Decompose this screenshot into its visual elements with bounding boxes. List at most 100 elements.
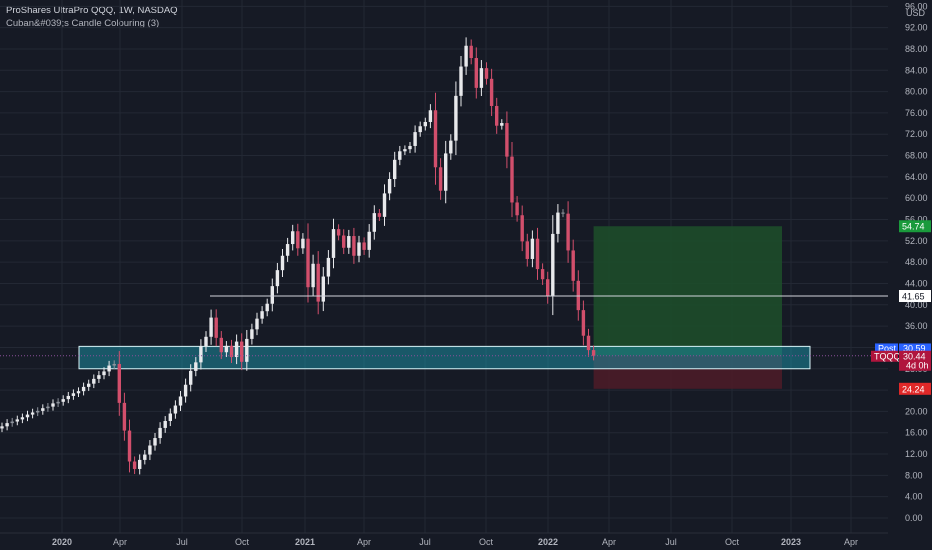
stop-price-label: 24.24: [902, 384, 925, 394]
candle-body: [143, 454, 147, 460]
candle-body: [530, 238, 535, 259]
candle-body: [535, 238, 540, 270]
candle-body: [10, 421, 14, 424]
x-tick-label: Apr: [113, 537, 127, 547]
candle-body: [484, 68, 489, 79]
candle-body: [367, 231, 371, 250]
candle-body: [357, 242, 361, 256]
candle-body: [321, 276, 325, 302]
support-zone: [78, 345, 811, 370]
candle-body: [214, 317, 218, 338]
level-lines: [0, 295, 888, 357]
candle-body: [112, 363, 116, 366]
candle-body: [500, 123, 504, 126]
candle-body: [581, 310, 586, 336]
candle-body: [61, 399, 65, 402]
y-tick-label: 76.00: [905, 108, 928, 118]
candle-body: [107, 365, 111, 372]
symbol-tag: TQQQ: [874, 351, 901, 361]
y-tick-label: 40.00: [905, 300, 928, 310]
y-tick-label: 96.00: [905, 1, 928, 11]
candle-body: [306, 238, 310, 288]
x-tick-label: 2021: [295, 537, 315, 547]
candle-body: [444, 153, 448, 191]
candle-body: [474, 58, 478, 88]
candle-body: [81, 386, 86, 392]
candle-body: [285, 244, 290, 256]
y-tick-label: 4.00: [905, 492, 923, 502]
candle-body: [178, 396, 183, 406]
y-tick-label: 64.00: [905, 172, 928, 182]
y-tick-label: 44.00: [905, 278, 928, 288]
candle-body: [51, 403, 55, 407]
candle-body: [71, 393, 76, 396]
candle-body: [132, 461, 137, 469]
y-tick-label: 92.00: [905, 23, 928, 33]
candle-body: [438, 167, 443, 191]
candle-body: [41, 408, 45, 411]
candle-body: [331, 229, 336, 258]
candle-body: [551, 233, 555, 297]
candle-body: [382, 193, 387, 217]
candle-body: [260, 311, 264, 319]
currency-label: USD: [906, 8, 926, 18]
candle-body: [347, 236, 351, 248]
last-price-label: 30.44: [903, 351, 926, 361]
candle-body: [20, 417, 25, 420]
candle-body: [168, 413, 172, 421]
candle-body: [275, 270, 280, 287]
candle-body: [591, 350, 596, 356]
price-axis[interactable]: 0.004.008.0012.0016.0020.0024.0028.0032.…: [888, 0, 932, 550]
candle-body: [0, 426, 4, 429]
y-tick-label: 80.00: [905, 87, 928, 97]
indicator-title[interactable]: Cuban&#039;s Candle Colouring (3): [6, 18, 160, 29]
candle-body: [102, 371, 106, 376]
time-axis[interactable]: 2020 Apr Jul Oct 2021 Apr Jul Oct 2022 Apr Jul Oct 2…: [0, 532, 888, 547]
candle-body: [342, 235, 346, 248]
candle-body: [525, 241, 529, 259]
candle-body: [224, 345, 229, 353]
candle-body: [245, 338, 249, 362]
candle-body: [556, 212, 560, 234]
candle-body: [163, 420, 167, 428]
candle-body: [66, 395, 70, 400]
candle-body: [352, 236, 356, 256]
countdown-label: 4d 0h: [906, 360, 929, 370]
candle-body: [270, 286, 274, 304]
y-tick-label: 36.00: [905, 321, 928, 331]
candle-body: [418, 126, 422, 133]
candle-body: [250, 329, 254, 339]
x-tick-label: 2020: [52, 537, 72, 547]
candle-body: [158, 427, 162, 439]
candle-body: [56, 401, 60, 404]
y-tick-label: 68.00: [905, 151, 928, 161]
target-price-label: 54.74: [902, 222, 925, 232]
candle-body: [122, 402, 127, 431]
symbol-title[interactable]: ProShares UltraPro QQQ, 1W, NASDAQ: [6, 5, 178, 16]
y-tick-label: 84.00: [905, 65, 928, 75]
x-tick-label: 2022: [538, 537, 558, 547]
candle-body: [209, 317, 213, 337]
candle-body: [127, 430, 132, 462]
candle-body: [387, 179, 392, 194]
target-price-label-bg: [899, 220, 931, 233]
candle-body: [428, 110, 433, 122]
candle-body: [87, 383, 91, 387]
candle-body: [362, 242, 366, 250]
candle-body: [148, 445, 152, 455]
y-tick-label: 20.00: [905, 406, 928, 416]
candle-body: [393, 159, 397, 180]
overlays: [78, 226, 811, 389]
candle-body: [173, 405, 178, 414]
candle-body: [138, 459, 142, 469]
candle-body: [204, 336, 208, 347]
candle-body: [469, 45, 473, 59]
x-tick-label: Jul: [665, 537, 677, 547]
chart-legend: ProShares UltraPro QQQ, 1W, NASDAQ Cuban…: [6, 4, 178, 30]
candles: [0, 37, 596, 475]
candle-body: [479, 68, 484, 88]
candle-body: [316, 263, 320, 302]
candle-body: [546, 279, 550, 297]
